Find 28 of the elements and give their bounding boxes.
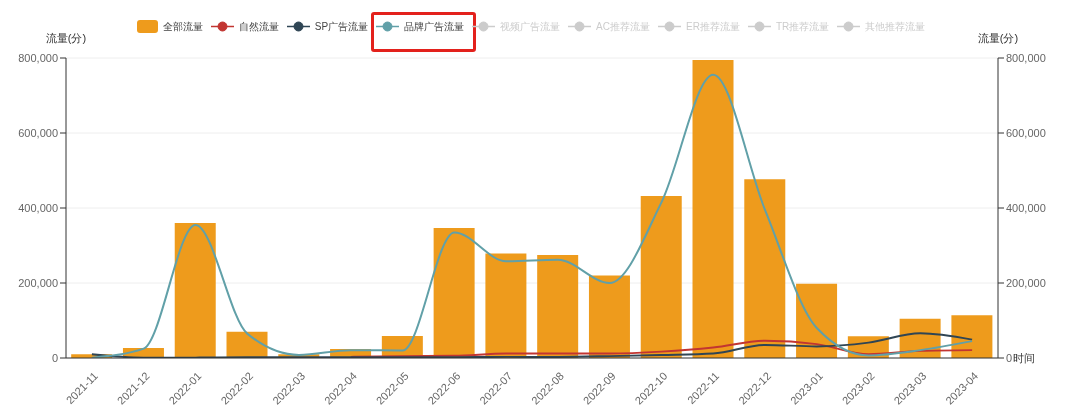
bar [433, 227, 475, 358]
line-series [90, 332, 974, 358]
bar [744, 179, 786, 358]
y-axis-title: 流量(分) [45, 31, 87, 45]
y-tick-label: 600,000 [18, 126, 58, 139]
legend-label: 自然流量 [238, 20, 279, 33]
y2-tick-label: 600,000 [1006, 126, 1046, 139]
bar [174, 223, 216, 358]
y2-tick-label: 400,000 [1006, 201, 1046, 214]
bar [640, 196, 682, 358]
legend-label: 品牌广告流量 [404, 20, 465, 33]
legend-label: 全部流量 [162, 20, 203, 33]
y2-tick-label: 200,000 [1006, 276, 1046, 289]
y2-tick-label: 0 [1006, 351, 1013, 364]
x-axis-title: 时间 [1013, 351, 1035, 365]
y-tick-label: 800,000 [18, 51, 58, 64]
bar [692, 59, 734, 358]
y2-axis-title: 流量(分) [977, 31, 1019, 45]
bar [537, 254, 579, 358]
y-tick-label: 400,000 [18, 201, 58, 214]
bar [588, 275, 630, 358]
y-tick-label: 200,000 [18, 276, 58, 289]
y-tick-label: 0 [51, 351, 58, 364]
bar [485, 253, 527, 358]
line-series [90, 73, 974, 358]
legend-label: SP广告流量 [314, 20, 369, 33]
y2-tick-label: 800,000 [1006, 51, 1046, 64]
bar [951, 315, 993, 358]
